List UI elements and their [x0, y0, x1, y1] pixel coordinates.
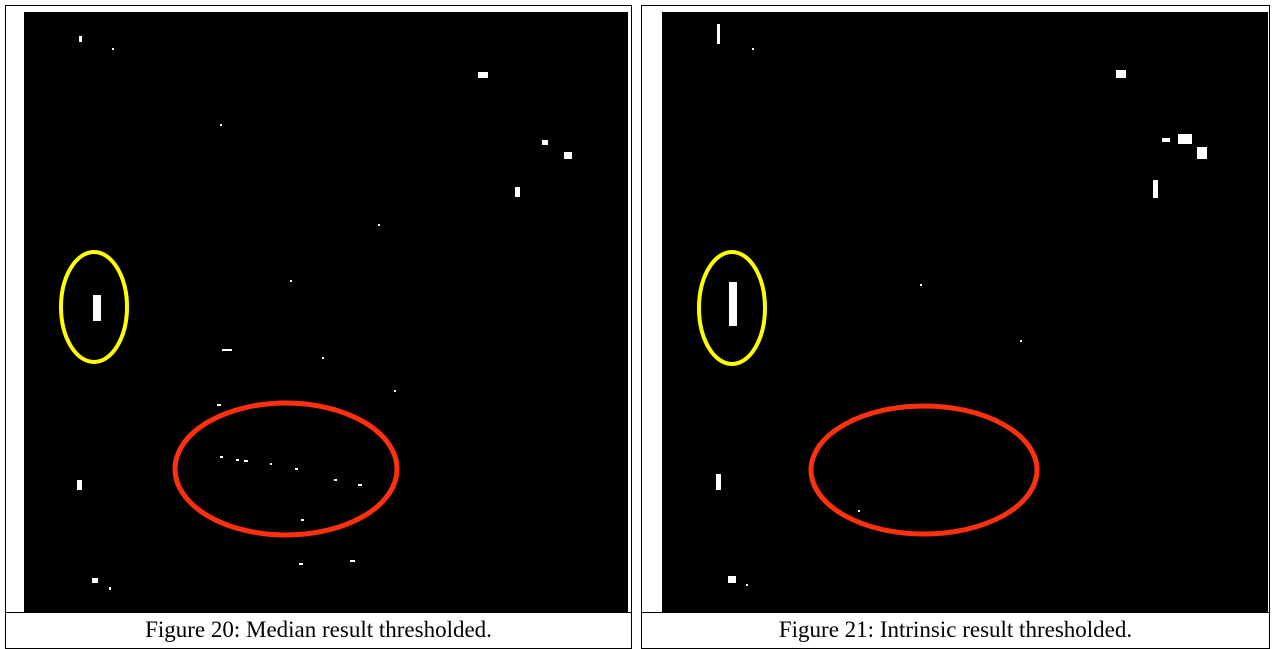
figure-image	[24, 12, 628, 612]
figure-caption: Figure 21: Intrinsic result thresholded.	[641, 612, 1270, 648]
figure-image	[662, 12, 1268, 612]
page: Figure 20: Median result thresholded. Fi…	[0, 0, 1275, 649]
figure-caption: Figure 20: Median result thresholded.	[5, 612, 632, 648]
